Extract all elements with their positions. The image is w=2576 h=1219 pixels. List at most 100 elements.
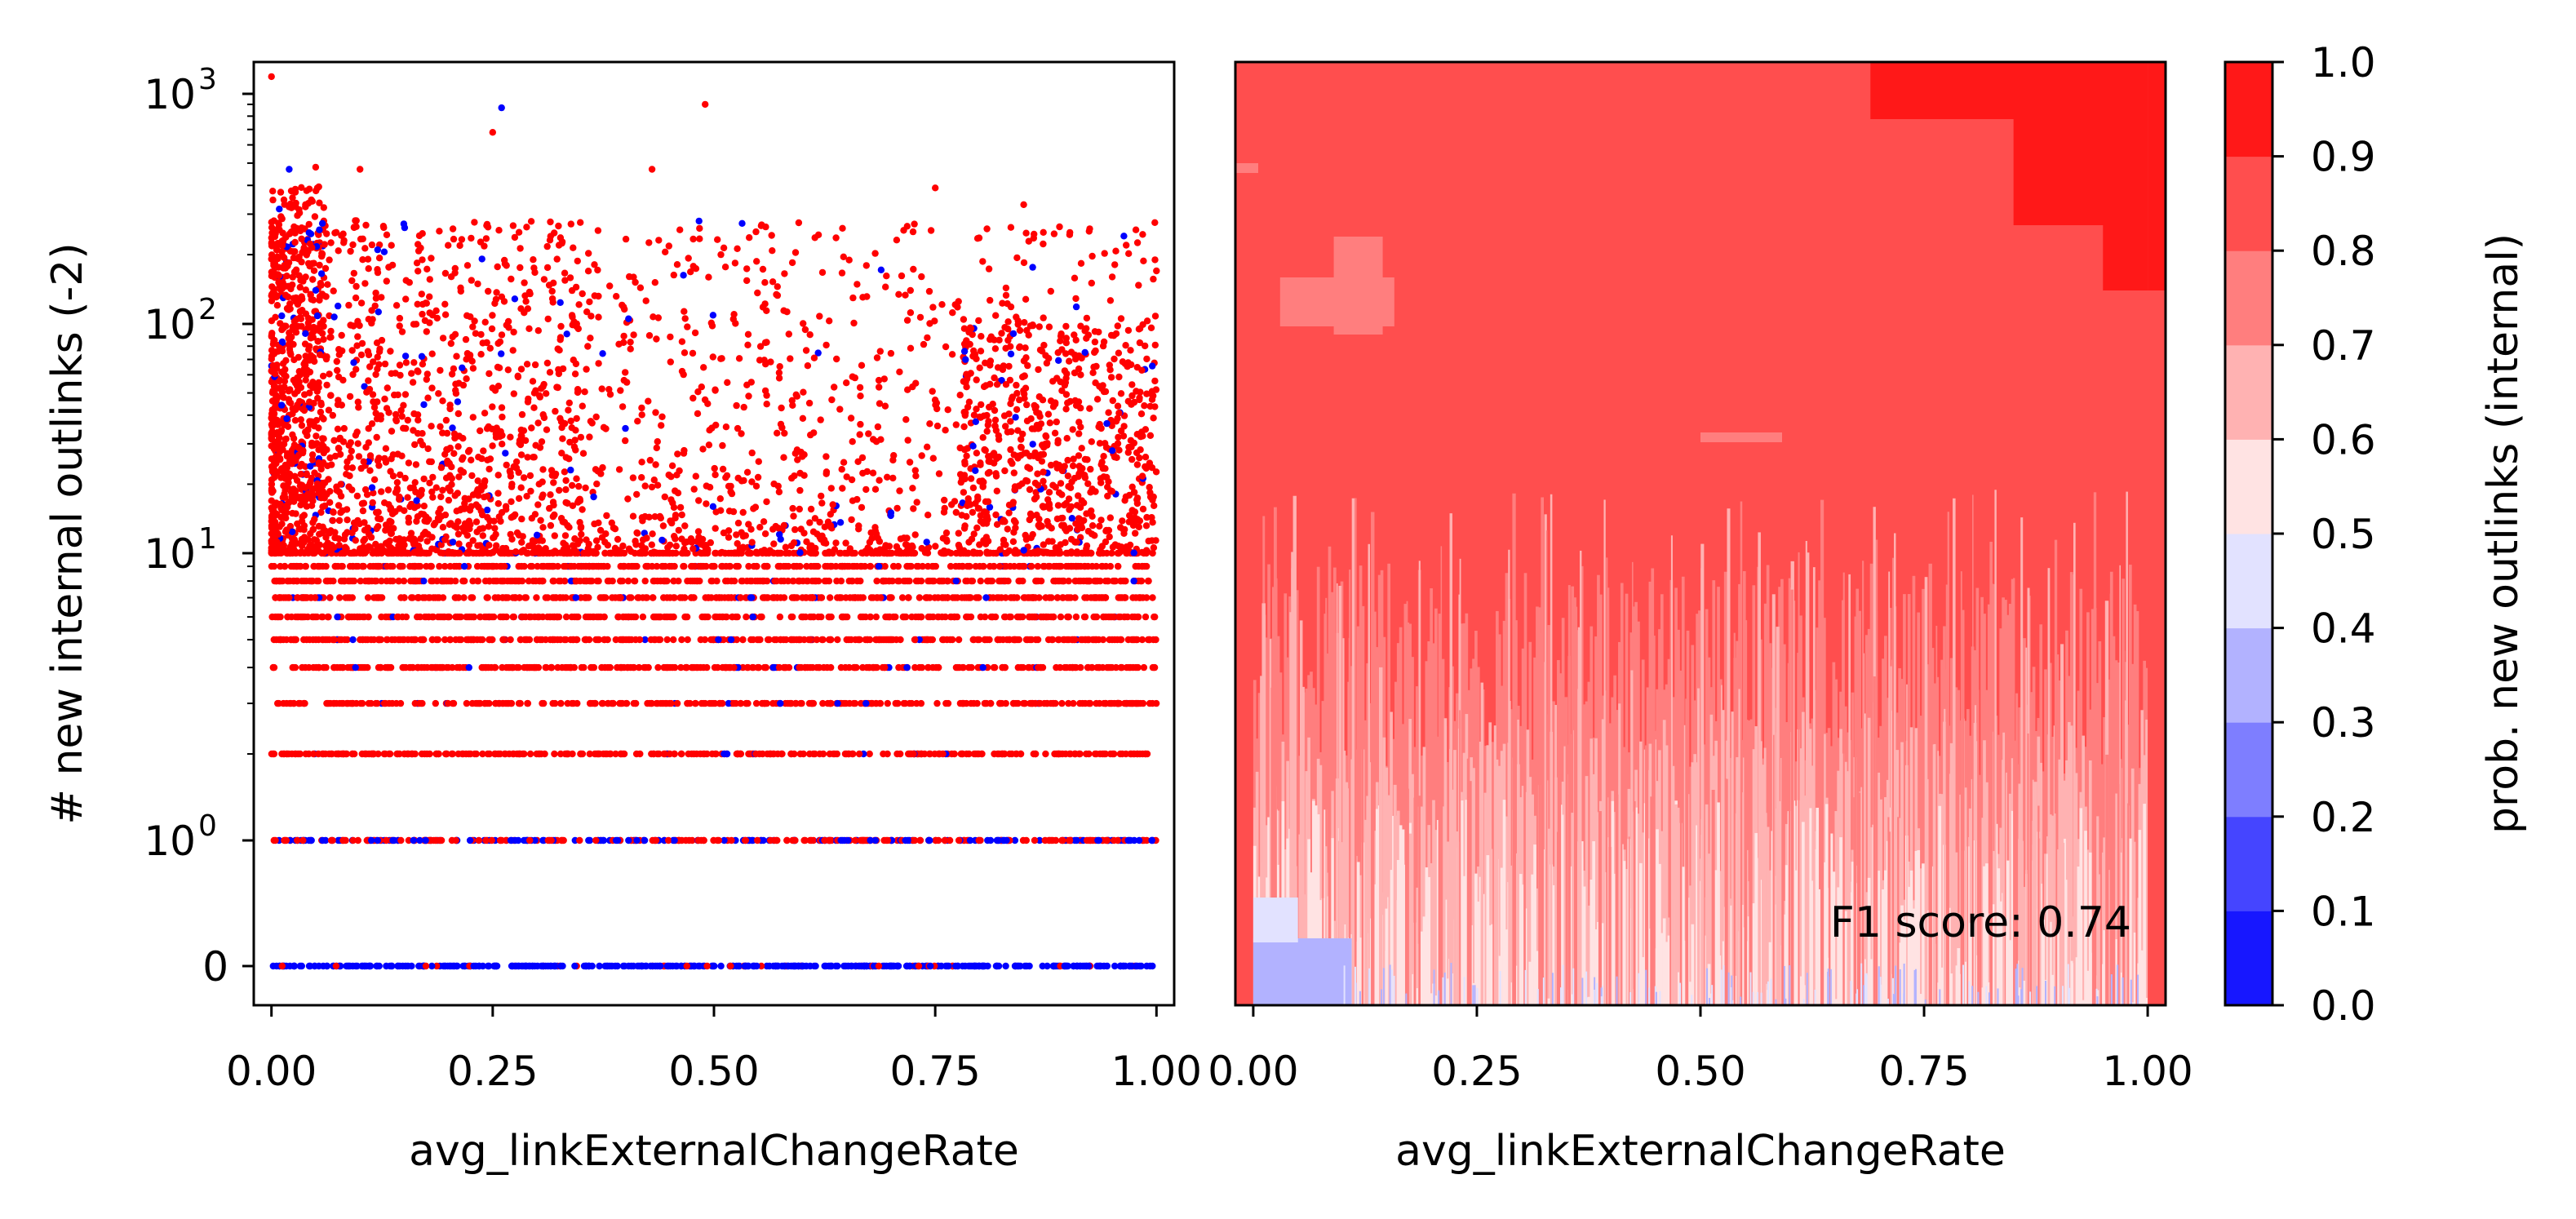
scatter-point: [408, 636, 415, 644]
scatter-point: [685, 750, 692, 758]
scatter-point: [581, 388, 588, 396]
scatter-point: [911, 836, 919, 844]
scatter-point: [1068, 636, 1076, 644]
scatter-point: [399, 636, 406, 644]
scatter-point: [743, 613, 750, 621]
scatter-point: [827, 699, 834, 707]
scatter-point: [468, 277, 475, 284]
scatter-point: [856, 383, 864, 392]
scatter-point: [509, 594, 517, 601]
scatter-point: [959, 699, 967, 707]
scatter-point: [685, 255, 692, 262]
scatter-point: [1062, 750, 1070, 758]
scatter-point: [488, 836, 495, 844]
scatter-point: [479, 750, 486, 758]
scatter-point: [1130, 577, 1137, 585]
scatter-point: [870, 962, 878, 970]
scatter-point: [605, 699, 612, 707]
scatter-point: [590, 699, 598, 707]
scatter-point: [677, 663, 685, 672]
scatter-point: [331, 562, 339, 570]
scatter-point: [574, 613, 582, 621]
scatter-point: [752, 228, 760, 236]
scatter-point: [743, 468, 752, 476]
scatter-point: [604, 636, 611, 644]
scatter-point: [282, 836, 290, 844]
scatter-point: [1115, 562, 1122, 570]
scatter-point: [960, 663, 967, 672]
scatter-point: [672, 549, 680, 557]
scatter-point: [539, 962, 547, 970]
scatter-point: [503, 461, 510, 469]
scatter-point: [436, 562, 443, 570]
scatter-point: [806, 750, 814, 758]
scatter-point: [712, 613, 719, 621]
scatter-point: [994, 636, 1001, 644]
scatter-point: [1052, 836, 1060, 844]
scatter-point: [428, 384, 436, 392]
scatter-point: [710, 836, 717, 844]
scatter-point: [867, 562, 875, 570]
scatter-point: [977, 613, 985, 621]
scatter-point: [884, 750, 891, 758]
scatter-point: [754, 289, 761, 297]
scatter-point: [632, 278, 639, 286]
scatter-point: [579, 506, 586, 513]
scatter-point: [368, 836, 375, 844]
scatter-point: [483, 699, 491, 707]
scatter-point: [685, 836, 693, 844]
scatter-point: [645, 663, 652, 672]
scatter-point: [1009, 699, 1018, 707]
scatter-point: [469, 365, 477, 372]
scatter-point: [1111, 962, 1119, 970]
scatter-point: [327, 750, 335, 758]
scatter-point: [909, 228, 917, 236]
scatter-point: [654, 438, 661, 445]
scatter-point: [655, 750, 663, 758]
scatter-point: [381, 750, 389, 758]
scatter-point: [780, 454, 787, 461]
scatter-point: [813, 636, 821, 644]
scatter-point: [648, 483, 656, 491]
scatter-point: [872, 613, 880, 621]
scatter-point: [1081, 613, 1089, 621]
scatter-point: [653, 444, 660, 452]
scatter-point: [1065, 699, 1072, 707]
scatter-point: [334, 613, 341, 621]
scatter-point: [787, 750, 795, 758]
scatter-point: [432, 836, 439, 844]
scatter-point: [874, 423, 882, 431]
scatter-point: [855, 750, 863, 758]
scatter-point: [539, 383, 547, 391]
scatter-point: [681, 349, 689, 357]
scatter-point: [796, 577, 803, 585]
scatter-point: [988, 577, 996, 585]
scatter-point: [790, 512, 797, 520]
scatter-point: [606, 282, 614, 290]
scatter-point: [893, 699, 901, 707]
scatter-point: [411, 562, 419, 570]
scatter-point: [518, 539, 525, 546]
scatter-point: [1120, 613, 1128, 621]
scatter-point: [752, 548, 760, 556]
scatter-point: [319, 962, 327, 970]
scatter-point: [883, 273, 890, 280]
scatter-point: [374, 836, 382, 844]
scatter-point: [768, 232, 775, 239]
scatter-point: [1011, 836, 1019, 844]
scatter-point: [1098, 562, 1106, 570]
scatter-point: [658, 413, 666, 420]
scatter-point: [484, 456, 491, 463]
scatter-point: [579, 450, 587, 457]
scatter-point: [512, 836, 519, 844]
scatter-point: [570, 542, 577, 549]
scatter-point: [466, 836, 474, 844]
scatter-point: [494, 490, 502, 497]
scatter-point: [428, 962, 436, 970]
scatter-point: [739, 636, 747, 644]
scatter-point: [1130, 836, 1138, 844]
scatter-point: [575, 301, 583, 308]
scatter-point: [959, 962, 966, 970]
scatter-point: [565, 406, 572, 414]
scatter-point: [689, 577, 697, 585]
